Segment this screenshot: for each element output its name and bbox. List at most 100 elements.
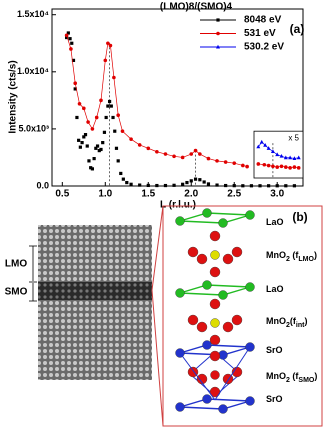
layer-label-part: (f: [290, 371, 299, 381]
data-point: [137, 143, 142, 147]
legend-label: 8048 eV: [244, 15, 282, 26]
data-point: [206, 156, 211, 161]
x-tick-label: 1.5: [141, 189, 155, 200]
data-point: [75, 115, 79, 120]
data-point: [263, 143, 268, 147]
data-point: [116, 113, 120, 117]
atom: [175, 288, 185, 298]
atom: [245, 396, 255, 406]
layer-label-part: MnO: [266, 316, 286, 326]
data-point: [172, 154, 176, 159]
atomic-plane: [179, 284, 251, 296]
atom: [222, 321, 234, 333]
data-point: [262, 162, 267, 167]
inset-frame: [253, 130, 304, 179]
data-point: [163, 152, 168, 156]
atomic-plane: [179, 398, 251, 410]
zoom-line: [151, 205, 164, 291]
data-point: [77, 101, 82, 106]
layer-label: MnO2 (fSMO): [266, 371, 317, 383]
legend-marker: [216, 31, 220, 36]
data-point: [77, 138, 81, 142]
legend-marker: [216, 44, 220, 49]
atom: [187, 246, 199, 258]
layer-label: MnO2 (fLMO): [266, 250, 317, 262]
atom: [175, 216, 185, 226]
atom: [209, 334, 221, 346]
layer-label-part: 2: [286, 377, 290, 384]
data-point: [223, 160, 228, 164]
data-point: [271, 164, 275, 169]
data-point: [202, 180, 206, 184]
data-point: [129, 182, 133, 186]
data-point: [89, 166, 93, 170]
data-point: [284, 184, 288, 188]
legend-label: 531 eV: [244, 28, 276, 39]
data-point: [224, 183, 228, 188]
data-point: [73, 81, 78, 86]
data-point: [266, 146, 271, 150]
data-point: [283, 155, 288, 160]
plot-frame: [51, 8, 304, 187]
layer-label: MnO2(fint): [266, 316, 307, 328]
data-point: [73, 87, 77, 91]
data-point: [241, 184, 245, 188]
data-point: [259, 139, 264, 144]
layer-label-part: 2: [286, 322, 290, 329]
data-point: [87, 159, 91, 163]
data-point: [232, 184, 236, 188]
layer-label-part: 2: [286, 256, 290, 263]
layer-label: SrO: [266, 345, 283, 355]
panel-label: (a): [290, 22, 305, 36]
atom: [218, 218, 228, 228]
data-point: [279, 153, 284, 158]
layer-label-part: ): [304, 316, 307, 326]
y-tick-label: 5.0x10³: [18, 123, 49, 133]
data-point: [129, 137, 133, 141]
data-point: [90, 127, 95, 131]
data-point: [82, 135, 86, 139]
atom: [196, 373, 208, 385]
data-point: [155, 183, 159, 188]
data-point: [94, 146, 98, 150]
x-axis-label: L (r.l.u.): [160, 200, 196, 211]
data-point: [288, 166, 292, 170]
series-line: [258, 163, 299, 169]
data-point: [189, 152, 194, 156]
data-point: [193, 177, 198, 181]
data-point: [106, 41, 110, 46]
image-label: LMO: [5, 259, 27, 270]
layer-label-part: LaO: [266, 284, 284, 294]
data-point: [245, 164, 249, 169]
data-point: [198, 178, 202, 182]
data-point: [95, 144, 100, 148]
layer-label: LaO: [266, 284, 284, 294]
data-point: [155, 149, 159, 154]
atom: [222, 253, 234, 265]
atomic-plane: [179, 212, 251, 224]
data-point: [198, 152, 202, 156]
data-point: [109, 104, 113, 108]
data-point: [69, 47, 73, 51]
atom: [218, 290, 228, 300]
data-point: [103, 58, 108, 63]
data-point: [125, 180, 129, 185]
layer-label-part: (f: [290, 316, 297, 326]
data-point: [185, 180, 189, 185]
data-point: [288, 155, 293, 160]
x-tick-label: 2.5: [227, 189, 241, 200]
data-point: [71, 58, 76, 62]
inset-label: x 5: [288, 133, 299, 142]
data-point: [120, 129, 125, 133]
atom: [209, 230, 221, 242]
data-point: [112, 75, 116, 80]
data-point: [266, 163, 271, 168]
layer-label-part: MnO: [266, 371, 286, 381]
series-line: [66, 35, 248, 167]
data-point: [108, 43, 113, 48]
data-point: [94, 115, 99, 120]
data-point: [284, 165, 288, 169]
data-point: [241, 163, 245, 168]
